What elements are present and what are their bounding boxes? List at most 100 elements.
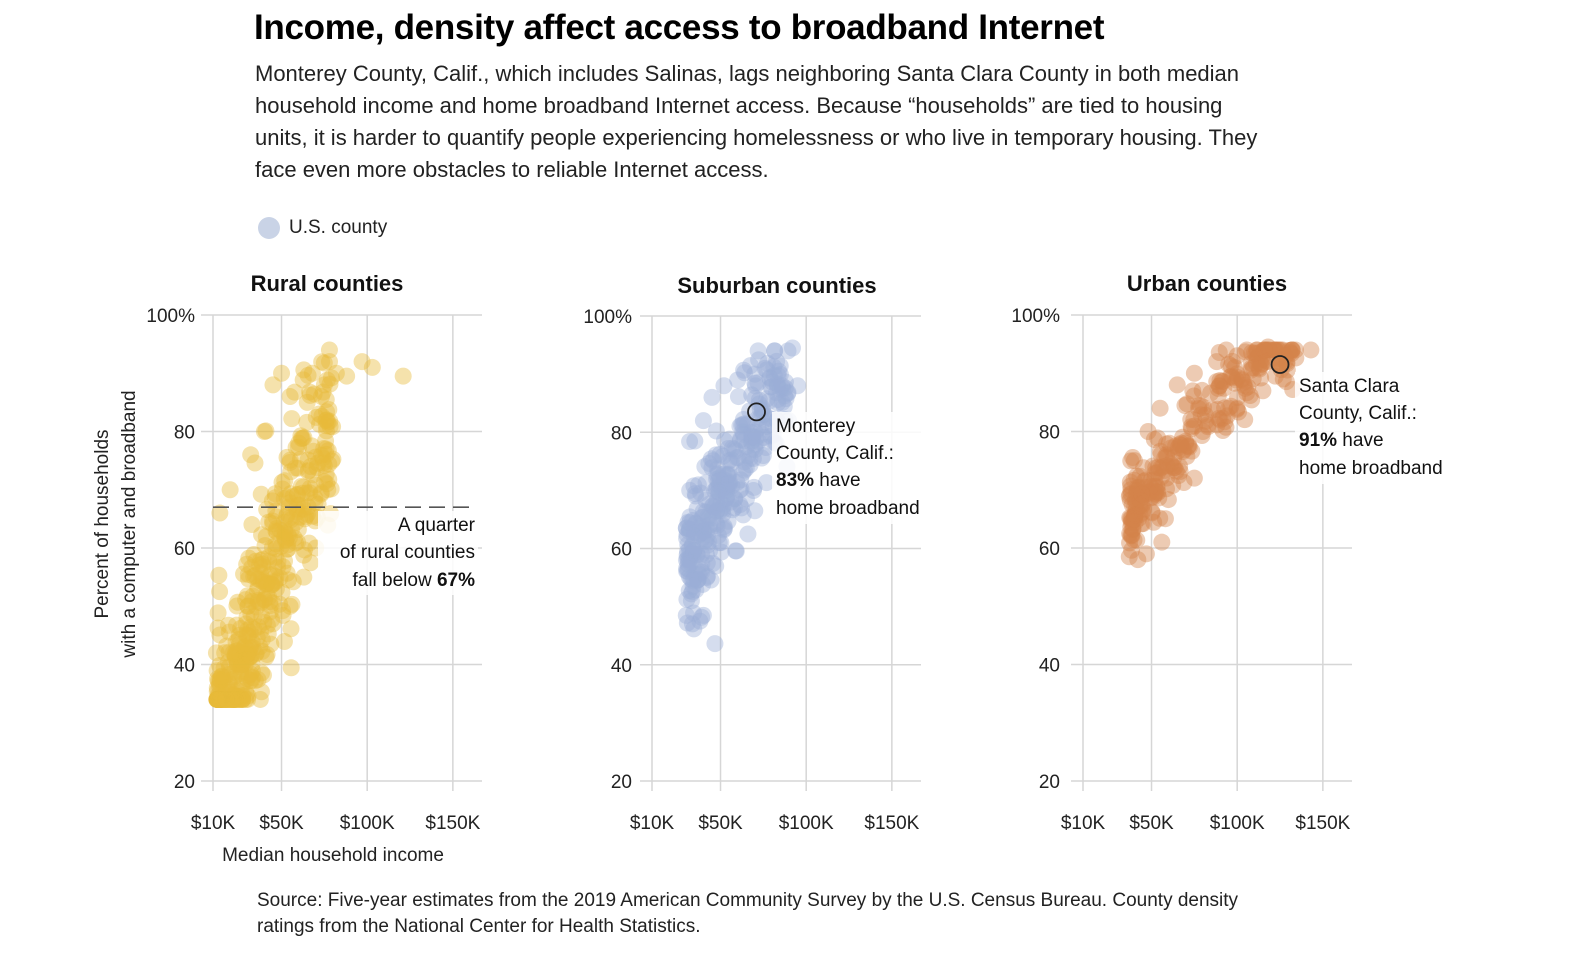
county-point-0-246 — [262, 635, 280, 653]
county-point-0-95 — [296, 510, 314, 528]
county-point-1-26 — [744, 450, 762, 468]
county-point-0-152 — [278, 448, 296, 466]
county-point-1-7 — [681, 514, 699, 532]
county-point-0-284 — [302, 458, 320, 476]
county-point-1-19 — [735, 432, 753, 450]
county-point-2-2 — [1158, 469, 1176, 487]
county-point-0-72 — [294, 501, 312, 519]
county-point-0-441 — [353, 353, 371, 371]
county-point-1-309 — [694, 412, 712, 430]
county-point-1-161 — [693, 545, 711, 563]
county-point-0-141 — [267, 535, 285, 553]
county-point-0-218 — [229, 690, 247, 708]
county-point-0-212 — [318, 475, 336, 493]
county-point-1-36 — [715, 519, 733, 537]
county-point-1-122 — [689, 571, 707, 589]
county-point-2-0 — [1146, 464, 1164, 482]
county-point-0-262 — [321, 412, 339, 430]
county-point-2-116 — [1122, 518, 1140, 536]
county-point-0-77 — [306, 489, 324, 507]
county-point-2-88 — [1259, 341, 1277, 359]
county-point-0-69 — [243, 633, 261, 651]
county-point-2-6 — [1162, 439, 1180, 457]
county-point-1-206 — [750, 351, 768, 369]
county-point-2-63 — [1251, 360, 1269, 378]
county-point-0-92 — [208, 690, 226, 708]
county-point-0-399 — [295, 541, 313, 559]
county-point-2-272 — [1228, 347, 1246, 365]
county-point-2-166 — [1133, 495, 1151, 513]
county-point-2-55 — [1193, 426, 1211, 444]
county-point-1-249 — [775, 398, 793, 416]
chart-title: Income, density affect access to broadba… — [254, 8, 1105, 47]
county-point-0-160 — [288, 500, 306, 518]
county-point-2-282 — [1211, 411, 1229, 429]
county-point-1-31 — [714, 447, 732, 465]
county-point-2-77 — [1220, 355, 1238, 373]
county-point-0-418 — [263, 575, 281, 593]
chart-subtitle: Monterey County, Calif., which includes … — [255, 61, 1258, 182]
county-point-0-11 — [283, 595, 301, 613]
county-point-1-277 — [707, 557, 725, 575]
county-point-2-89 — [1223, 369, 1241, 387]
county-point-0-117 — [287, 534, 305, 552]
county-point-0-308 — [218, 683, 236, 701]
county-point-1-288 — [720, 475, 738, 493]
county-point-0-429 — [255, 423, 273, 440]
county-point-0-340 — [293, 430, 311, 448]
county-point-0-372 — [324, 418, 342, 436]
annotation-line-2-3: home broadband — [1299, 458, 1443, 479]
county-point-1-305 — [698, 569, 716, 587]
county-point-0-2 — [213, 683, 231, 701]
county-point-0-165 — [301, 479, 319, 497]
county-point-2-182 — [1121, 534, 1139, 552]
county-point-0-410 — [298, 505, 316, 523]
county-point-0-385 — [312, 446, 330, 464]
county-point-0-420 — [207, 644, 225, 662]
county-point-1-85 — [712, 495, 730, 513]
county-point-2-107 — [1147, 482, 1165, 500]
county-point-1-275 — [684, 572, 702, 590]
county-point-1-73 — [679, 550, 697, 568]
county-point-0-275 — [299, 366, 317, 384]
county-point-1-301 — [682, 592, 700, 610]
county-point-0-320 — [224, 690, 242, 708]
county-point-2-20 — [1125, 471, 1143, 489]
county-point-0-356 — [321, 375, 339, 393]
county-point-2-241 — [1245, 359, 1263, 377]
county-point-0-51 — [298, 413, 316, 431]
county-point-1-179 — [678, 526, 696, 544]
county-point-0-260 — [239, 687, 257, 705]
county-point-1-82 — [698, 554, 716, 572]
annotation-line-1-0: Monterey — [776, 416, 856, 437]
county-point-0-76 — [239, 597, 257, 615]
county-point-0-251 — [232, 665, 250, 683]
county-point-1-164 — [779, 383, 797, 401]
county-point-0-74 — [278, 489, 296, 507]
county-point-1-87 — [687, 514, 705, 532]
county-point-0-288 — [242, 605, 260, 623]
county-point-0-153 — [294, 478, 312, 496]
county-point-1-302 — [691, 612, 709, 630]
county-point-0-106 — [241, 624, 259, 642]
county-point-2-180 — [1175, 474, 1193, 492]
county-point-1-175 — [693, 509, 711, 527]
x-tick-label-1-2: $100K — [779, 813, 834, 834]
county-point-1-44 — [741, 456, 759, 474]
county-point-2-122 — [1123, 512, 1141, 530]
county-point-0-206 — [317, 417, 335, 435]
y-tick-label-0-4: 100% — [146, 306, 195, 327]
county-point-1-157 — [727, 442, 745, 460]
county-point-0-330 — [232, 651, 250, 669]
county-point-2-117 — [1178, 395, 1196, 413]
county-point-1-125 — [708, 493, 726, 511]
county-point-0-73 — [307, 448, 325, 466]
county-point-2-127 — [1121, 525, 1139, 543]
county-point-0-290 — [226, 690, 244, 708]
county-point-1-165 — [724, 501, 742, 519]
county-point-2-32 — [1125, 507, 1143, 525]
county-point-2-267 — [1139, 423, 1157, 440]
county-point-1-321 — [725, 499, 743, 517]
county-point-1-37 — [681, 520, 699, 538]
county-point-1-127 — [734, 464, 752, 482]
